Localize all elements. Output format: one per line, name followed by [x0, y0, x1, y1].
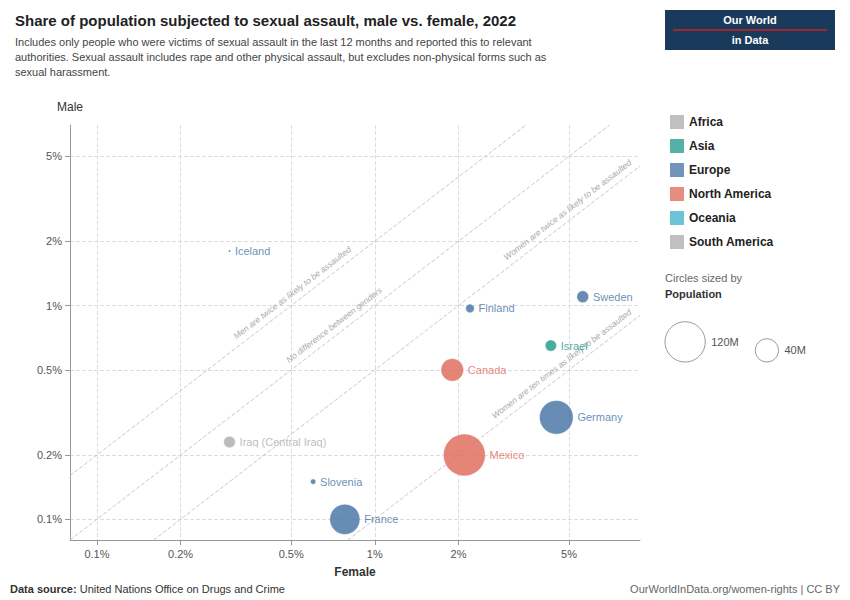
svg-text:sexual harassment.: sexual harassment.: [15, 66, 110, 78]
svg-text:0.5%: 0.5%: [37, 364, 62, 376]
svg-text:Population: Population: [665, 288, 722, 300]
svg-text:Africa: Africa: [689, 115, 723, 129]
svg-text:Women are twice as likely to b: Women are twice as likely to be assaulte…: [502, 157, 634, 262]
svg-text:Oceania: Oceania: [689, 211, 736, 225]
svg-text:1%: 1%: [46, 300, 62, 312]
svg-text:Data source:: Data source:: [10, 583, 80, 595]
svg-text:Men are twice as likely to be: Men are twice as likely to be assaulted: [231, 244, 353, 342]
svg-text:40M: 40M: [784, 344, 805, 356]
svg-text:Circles sized by: Circles sized by: [665, 272, 743, 284]
svg-text:0.1%: 0.1%: [84, 548, 109, 560]
svg-text:France: France: [364, 513, 398, 525]
svg-text:in Data: in Data: [732, 34, 770, 46]
svg-text:Iraq (Central Iraq): Iraq (Central Iraq): [240, 436, 327, 448]
svg-text:authorities. Sexual assault in: authorities. Sexual assault includes rap…: [15, 51, 547, 63]
svg-text:North America: North America: [689, 187, 772, 201]
svg-text:No difference between genders: No difference between genders: [284, 285, 384, 365]
svg-text:120M: 120M: [711, 336, 739, 348]
svg-text:5%: 5%: [561, 548, 577, 560]
svg-text:Asia: Asia: [689, 139, 715, 153]
svg-text:Male: Male: [57, 100, 83, 114]
svg-text:Canada: Canada: [468, 364, 507, 376]
svg-text:OurWorldInData.org/women-right: OurWorldInData.org/women-rights | CC BY: [630, 583, 841, 595]
svg-text:Share of population subjected: Share of population subjected to sexual …: [15, 12, 516, 29]
svg-text:Women are ten times as likely: Women are ten times as likely to be assa…: [489, 306, 634, 421]
svg-text:0.1%: 0.1%: [37, 513, 62, 525]
svg-text:Includes only people who were: Includes only people who were victims of…: [15, 36, 532, 48]
svg-text:0.2%: 0.2%: [37, 449, 62, 461]
svg-text:Female: Female: [334, 565, 376, 579]
svg-text:Israel: Israel: [561, 340, 588, 352]
svg-text:Germany: Germany: [577, 411, 623, 423]
svg-text:2%: 2%: [451, 548, 467, 560]
svg-text:Finland: Finland: [479, 302, 515, 314]
svg-text:Slovenia: Slovenia: [320, 476, 363, 488]
svg-text:Sweden: Sweden: [593, 291, 633, 303]
svg-text:Europe: Europe: [689, 163, 731, 177]
svg-text:1%: 1%: [367, 548, 383, 560]
svg-text:0.5%: 0.5%: [279, 548, 304, 560]
svg-text:Iceland: Iceland: [235, 245, 270, 257]
svg-text:0.2%: 0.2%: [168, 548, 193, 560]
svg-text:South America: South America: [689, 235, 774, 249]
svg-text:5%: 5%: [46, 150, 62, 162]
svg-text:Mexico: Mexico: [490, 449, 525, 461]
svg-text:2%: 2%: [46, 235, 62, 247]
svg-text:Our World: Our World: [723, 14, 777, 26]
svg-text:United Nations Office on Drugs: United Nations Office on Drugs and Crime: [80, 583, 285, 595]
